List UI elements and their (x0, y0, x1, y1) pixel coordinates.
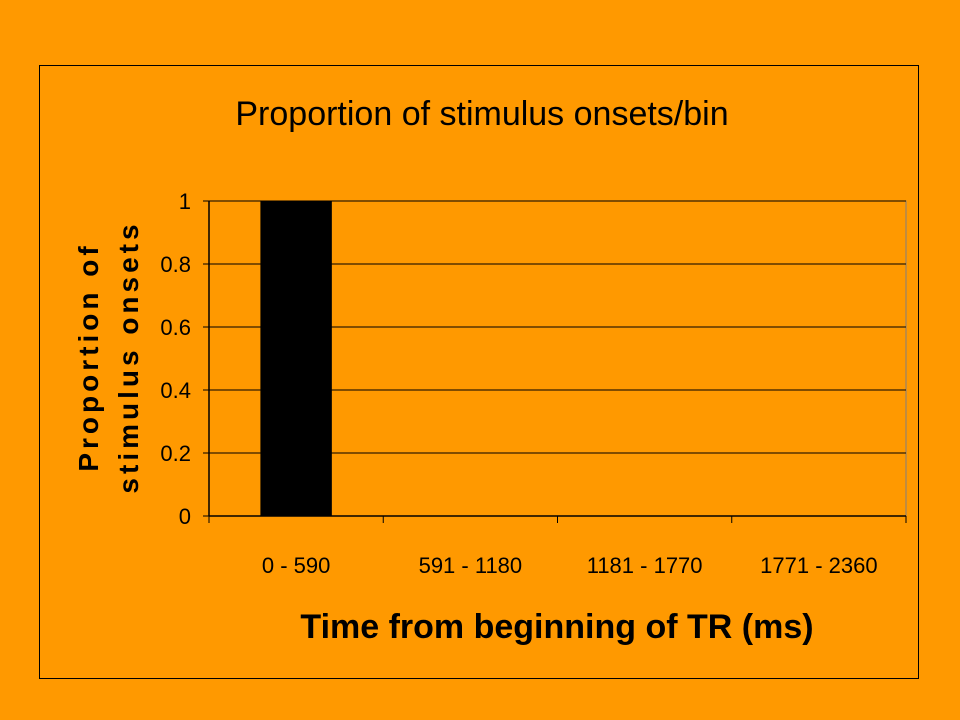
chart-frame (39, 65, 919, 679)
y-tick-label: 0.8 (160, 252, 191, 277)
bar (260, 201, 332, 516)
y-axis-label-line-2: stimulus onsets (113, 220, 144, 493)
y-tick-label: 0.6 (160, 315, 191, 340)
y-axis-label: Proportion of stimulus onsets (73, 220, 144, 493)
y-tick-label: 1 (179, 189, 191, 214)
y-tick-label: 0.2 (160, 441, 191, 466)
y-tick-label: 0.4 (160, 378, 191, 403)
x-tick-label: 0 - 590 (262, 553, 331, 578)
plot-area: 0 0.2 0.4 0.6 0.8 1 0 - 590 591 - 1180 1181 - 17… (160, 189, 907, 578)
y-axis-label-line-1: Proportion of (73, 242, 104, 471)
x-tick-label: 591 - 1180 (419, 553, 523, 578)
chart-title: Proportion of stimulus onsets/bin (235, 95, 728, 133)
x-axis-title: Time from beginning of TR (ms) (300, 608, 813, 646)
x-tick-label: 1771 - 2360 (760, 553, 877, 578)
y-tick-label: 0 (179, 504, 191, 529)
x-tick-label: 1181 - 1770 (587, 553, 703, 578)
